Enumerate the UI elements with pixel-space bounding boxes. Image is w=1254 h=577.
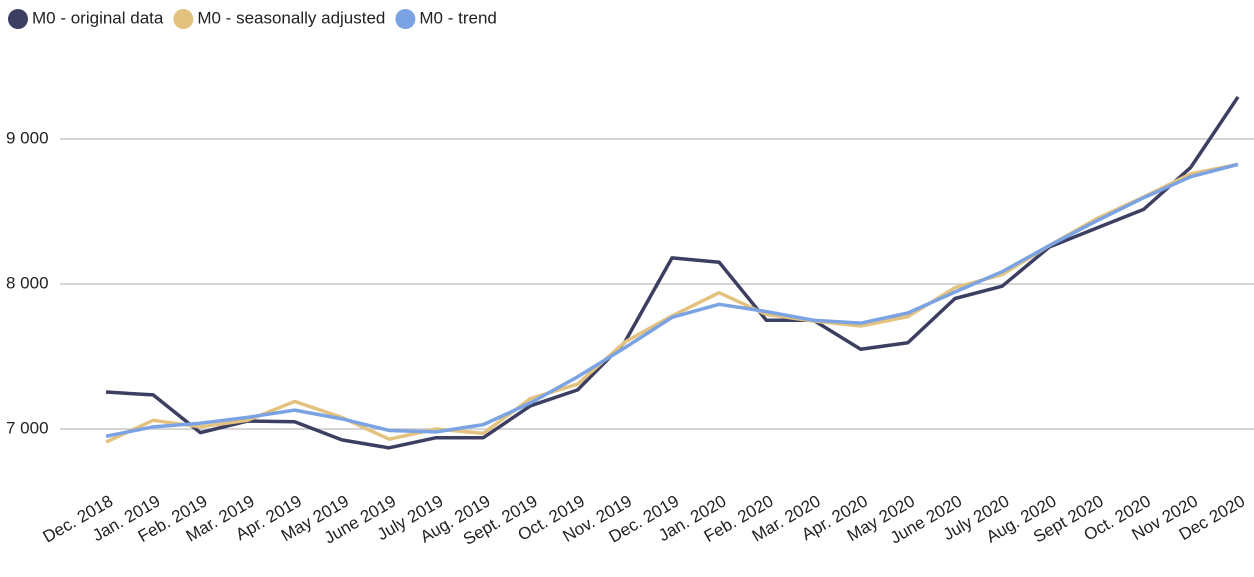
legend-label: M0 - seasonally adjusted <box>197 8 385 27</box>
y-tick-label: 8 000 <box>6 273 49 292</box>
legend-swatch <box>8 9 28 29</box>
legend-label: M0 - original data <box>32 8 164 27</box>
legend-swatch <box>173 9 194 29</box>
series-line <box>105 162 1239 444</box>
legend-label: M0 - trend <box>419 8 496 27</box>
series-line <box>105 162 1239 438</box>
legend-swatch <box>395 9 416 29</box>
y-tick-label: 9 000 <box>6 128 49 147</box>
series-line <box>105 95 1240 450</box>
y-tick-label: 7 000 <box>6 418 49 437</box>
